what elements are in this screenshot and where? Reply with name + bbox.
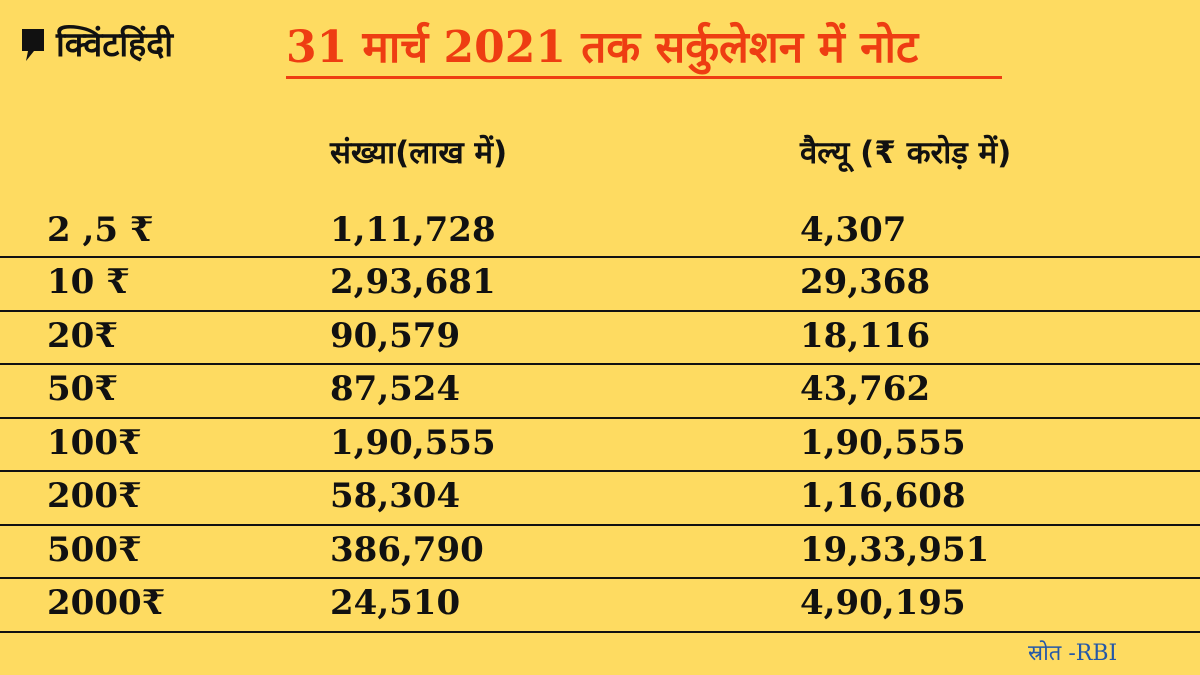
source-credit: स्रोत -RBI [1028, 640, 1117, 668]
count-cell: 87,524 [330, 369, 460, 409]
denomination-cell: 10 ₹ [47, 262, 130, 302]
quint-logo-icon [18, 25, 48, 65]
denomination-cell: 50₹ [47, 369, 118, 409]
count-cell: 2,93,681 [330, 262, 496, 302]
count-cell: 1,90,555 [330, 423, 496, 463]
value-cell: 43,762 [800, 369, 930, 409]
table-row: 100₹ 1,90,555 1,90,555 [0, 419, 1200, 473]
table-row: 10 ₹ 2,93,681 29,368 [0, 258, 1200, 312]
count-cell: 386,790 [330, 530, 484, 570]
value-cell: 4,307 [800, 210, 906, 250]
count-cell: 1,11,728 [330, 210, 496, 250]
denomination-cell: 20₹ [47, 316, 118, 356]
denomination-cell: 200₹ [47, 476, 142, 516]
value-cell: 29,368 [800, 262, 930, 302]
column-header-count: संख्या(लाख में) [330, 133, 507, 173]
count-cell: 24,510 [330, 583, 460, 623]
value-cell: 1,90,555 [800, 423, 966, 463]
table-row: 2000₹ 24,510 4,90,195 [0, 579, 1200, 633]
denomination-cell: 2000₹ [47, 583, 165, 623]
count-cell: 58,304 [330, 476, 460, 516]
denomination-cell: 2 ,5 ₹ [47, 210, 153, 250]
denomination-cell: 500₹ [47, 530, 142, 570]
quint-hindi-logo: क्विंटहिंदी [18, 20, 173, 70]
data-table: 2 ,5 ₹ 1,11,728 4,307 10 ₹ 2,93,681 29,3… [0, 206, 1200, 633]
table-row: 500₹ 386,790 19,33,951 [0, 526, 1200, 580]
table-row: 20₹ 90,579 18,116 [0, 312, 1200, 366]
table-row: 50₹ 87,524 43,762 [0, 365, 1200, 419]
value-cell: 18,116 [800, 316, 930, 356]
denomination-cell: 100₹ [47, 423, 142, 463]
value-cell: 4,90,195 [800, 583, 966, 623]
title-underline [286, 76, 1002, 79]
page-title: 31 मार्च 2021 तक सर्कुलेशन में नोट [286, 18, 918, 78]
table-row: 200₹ 58,304 1,16,608 [0, 472, 1200, 526]
logo-text: क्विंटहिंदी [56, 28, 173, 62]
value-cell: 19,33,951 [800, 530, 989, 570]
infographic: क्विंटहिंदी 31 मार्च 2021 तक सर्कुलेशन म… [0, 0, 1200, 675]
count-cell: 90,579 [330, 316, 460, 356]
value-cell: 1,16,608 [800, 476, 966, 516]
column-header-value: वैल्यू (₹ करोड़ में) [800, 133, 1011, 173]
table-row: 2 ,5 ₹ 1,11,728 4,307 [0, 206, 1200, 258]
